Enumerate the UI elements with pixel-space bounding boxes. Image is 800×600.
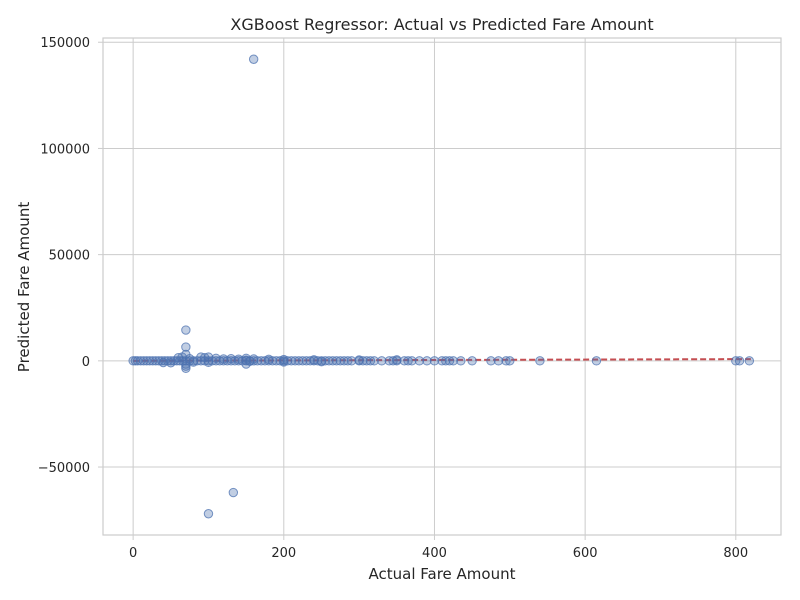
data-point (316, 356, 327, 367)
data-point (456, 356, 466, 366)
data-point (734, 356, 745, 366)
data-point (505, 356, 515, 366)
data-point (535, 356, 545, 366)
data-point (744, 356, 755, 366)
y-tick-label: 50000 (49, 249, 90, 264)
data-point (448, 356, 458, 366)
x-tick-label: 600 (573, 546, 598, 561)
data-point (493, 356, 504, 366)
data-point (467, 356, 477, 366)
data-point (177, 352, 187, 362)
data-point (414, 356, 425, 366)
data-point (211, 353, 221, 363)
data-point (279, 354, 289, 365)
data-point (392, 355, 402, 365)
data-point (429, 356, 440, 366)
data-point (226, 354, 236, 364)
data-point (181, 325, 191, 335)
grid-lines (103, 38, 781, 535)
data-point (203, 357, 214, 368)
data-points (128, 54, 755, 519)
data-point (377, 356, 387, 366)
y-tick-label: 150000 (40, 36, 90, 51)
data-point (422, 356, 432, 366)
data-point (188, 357, 199, 367)
data-point (346, 356, 357, 366)
data-point (228, 487, 239, 498)
y-axis-label: Predicted Fare Amount (15, 202, 33, 373)
y-tick-label: 100000 (40, 142, 90, 157)
x-tick-label: 200 (271, 546, 296, 561)
data-point (369, 356, 379, 366)
data-point (203, 352, 214, 362)
data-point (248, 54, 259, 64)
data-point (233, 354, 244, 364)
data-point (279, 357, 289, 367)
plot-frame (102, 37, 782, 536)
data-point (203, 509, 214, 519)
data-point (407, 356, 417, 366)
y-tick-label: 0 (82, 355, 90, 370)
data-point (158, 357, 168, 368)
data-point (218, 354, 229, 364)
data-point (181, 342, 191, 352)
data-point (245, 356, 255, 366)
x-axis-label: Actual Fare Amount (369, 565, 516, 583)
data-point (486, 356, 496, 366)
data-point (591, 356, 602, 366)
chart-title: XGBoost Regressor: Actual vs Predicted F… (230, 15, 653, 34)
x-tick-label: 400 (422, 546, 447, 561)
data-point (309, 355, 319, 365)
x-tick-label: 0 (129, 546, 137, 561)
x-tick-label: 800 (723, 546, 748, 561)
data-point (264, 354, 274, 365)
data-point (354, 355, 364, 365)
y-tick-label: −50000 (38, 461, 90, 476)
data-point (166, 358, 176, 368)
axis-ticks: 0 200 400 600 800 −50000 0 50000 100000 150000 (38, 36, 748, 561)
